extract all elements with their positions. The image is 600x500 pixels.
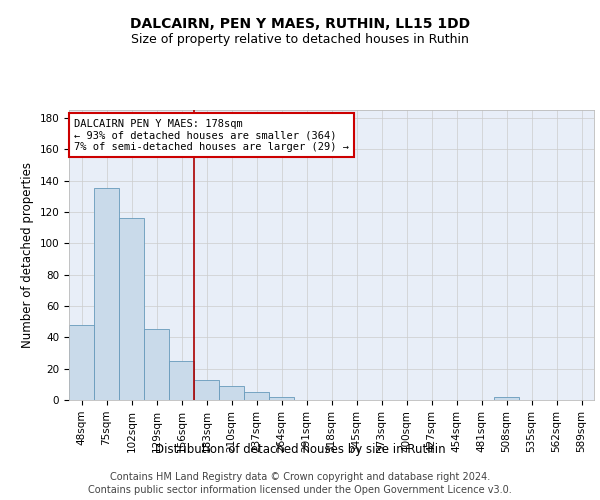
Bar (144, 330, 169, 400)
Bar (69, 325, 94, 400)
Text: Size of property relative to detached houses in Ruthin: Size of property relative to detached ho… (131, 32, 469, 46)
Bar (494, 397, 519, 400)
Text: DALCAIRN PEN Y MAES: 178sqm
← 93% of detached houses are smaller (364)
7% of sem: DALCAIRN PEN Y MAES: 178sqm ← 93% of det… (74, 118, 349, 152)
Bar (219, 386, 244, 400)
Bar (194, 380, 219, 400)
Text: Contains public sector information licensed under the Open Government Licence v3: Contains public sector information licen… (88, 485, 512, 495)
Y-axis label: Number of detached properties: Number of detached properties (21, 162, 34, 348)
Bar (244, 392, 269, 400)
Text: Contains HM Land Registry data © Crown copyright and database right 2024.: Contains HM Land Registry data © Crown c… (110, 472, 490, 482)
Bar (94, 188, 119, 400)
Text: Distribution of detached houses by size in Ruthin: Distribution of detached houses by size … (155, 442, 445, 456)
Bar (119, 218, 144, 400)
Text: DALCAIRN, PEN Y MAES, RUTHIN, LL15 1DD: DALCAIRN, PEN Y MAES, RUTHIN, LL15 1DD (130, 18, 470, 32)
Bar (169, 361, 194, 400)
Bar (269, 397, 294, 400)
